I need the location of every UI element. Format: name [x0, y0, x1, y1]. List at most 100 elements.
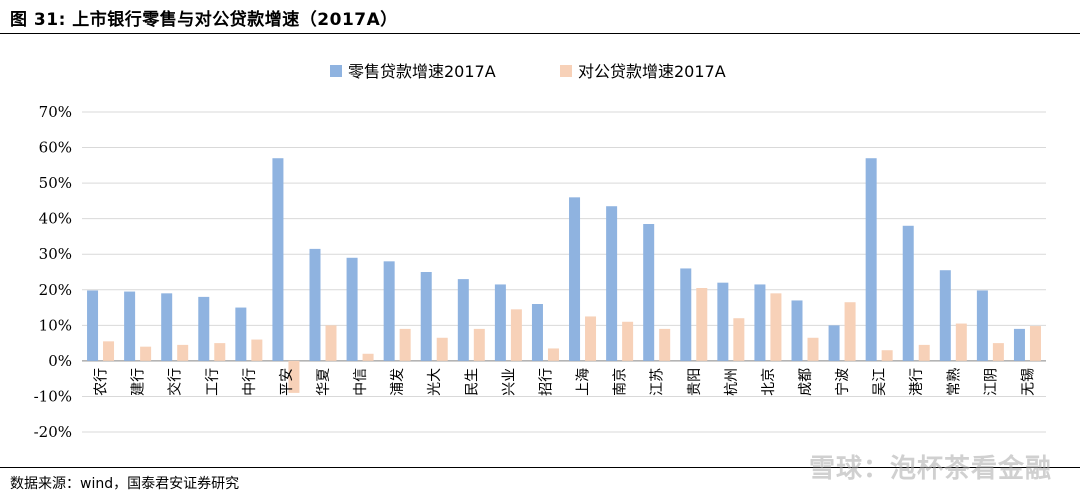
x-tick-label: 光大 — [427, 368, 443, 396]
bar-retail — [87, 290, 99, 361]
x-tick-label: 交行 — [167, 368, 184, 396]
y-tick-label: 40% — [39, 210, 72, 228]
bars — [87, 158, 1041, 393]
x-tick-label: 江阴 — [983, 368, 999, 396]
bar-retail — [606, 206, 618, 361]
x-axis-ticks: 农行 建行 交行 工行 中行 平安 华夏 中信 浦发 光大 民生 兴业 招行 上海 南京 江苏 贵阳 杭州 北京 成都… — [94, 368, 1037, 396]
bar-retail — [272, 158, 284, 361]
x-tick-label: 成都 — [798, 368, 814, 396]
bar-corporate — [992, 343, 1004, 361]
bar-retail — [569, 197, 581, 361]
bar-retail — [346, 257, 358, 361]
bar-retail — [902, 225, 914, 361]
y-tick-label: 60% — [39, 139, 72, 157]
bar-corporate — [844, 302, 856, 361]
bar-corporate — [955, 323, 967, 361]
bar-corporate — [733, 318, 745, 361]
bar-corporate — [103, 341, 115, 361]
x-tick-label: 招行 — [538, 368, 554, 396]
y-tick-label: -10% — [34, 387, 72, 405]
bar-corporate — [547, 348, 559, 361]
x-tick-label: 港行 — [909, 368, 925, 396]
x-tick-label: 贵阳 — [687, 368, 703, 396]
bar-corporate — [622, 321, 634, 361]
y-tick-label: 0% — [48, 352, 72, 370]
x-tick-label: 江苏 — [650, 368, 666, 396]
y-tick-label: -20% — [34, 423, 72, 441]
x-tick-label: 兴业 — [501, 368, 517, 396]
y-tick-label: 20% — [39, 281, 72, 299]
legend-swatch-retail — [330, 65, 342, 77]
gridlines — [82, 111, 1046, 433]
x-tick-label: 吴江 — [872, 368, 888, 396]
bar-retail — [791, 300, 803, 361]
x-tick-label: 建行 — [131, 368, 147, 396]
bar-retail — [494, 284, 506, 361]
x-tick-label: 北京 — [761, 368, 777, 396]
bottom-rule — [0, 467, 1080, 468]
x-tick-label: 南京 — [613, 368, 629, 396]
bar-retail — [198, 296, 210, 361]
bar-corporate — [214, 343, 226, 361]
bar-retail — [643, 224, 655, 361]
bar-retail — [161, 293, 173, 361]
x-tick-label: 中行 — [242, 368, 258, 396]
bar-corporate — [918, 344, 930, 361]
legend-swatch-corporate — [560, 65, 572, 77]
x-tick-label: 上海 — [576, 368, 592, 396]
y-axis-ticks: -20% -10% 0% 10% 20% 30% 40% 50% 60% 70% — [34, 103, 72, 441]
bar-corporate — [585, 316, 597, 361]
bar-corporate — [251, 339, 263, 361]
bar-retail — [976, 290, 988, 361]
bar-corporate — [362, 353, 374, 361]
y-tick-label: 30% — [39, 245, 72, 263]
bar-retail — [1013, 328, 1025, 361]
x-tick-label: 华夏 — [316, 368, 332, 396]
bar-corporate — [177, 344, 189, 361]
y-tick-label: 50% — [39, 174, 72, 192]
bar-corporate — [881, 350, 893, 361]
x-tick-label: 浦发 — [390, 368, 406, 396]
bar-corporate — [325, 325, 337, 361]
bar-corporate — [399, 328, 411, 361]
top-rule — [0, 33, 1080, 34]
bar-corporate — [436, 337, 448, 361]
bar-corporate — [659, 328, 671, 361]
bar-retail — [383, 261, 395, 361]
x-tick-label: 中信 — [353, 368, 369, 396]
bar-corporate — [807, 337, 819, 361]
bar-retail — [865, 158, 877, 361]
bar-corporate — [140, 346, 152, 361]
bar-retail — [457, 279, 469, 361]
bar-corporate — [288, 360, 300, 393]
x-tick-label: 民生 — [464, 368, 480, 396]
bar-retail — [717, 282, 729, 361]
bar-retail — [235, 307, 247, 361]
legend-label-retail: 零售贷款增速2017A — [348, 62, 496, 81]
x-tick-label: 常熟 — [946, 368, 962, 396]
x-tick-label: 杭州 — [724, 368, 740, 396]
bar-retail — [124, 291, 136, 361]
bar-chart: -20% -10% 0% 10% 20% 30% 40% 50% 60% 70% 农行 建行 交行 工行… — [34, 62, 1046, 441]
legend: 零售贷款增速2017A 对公贷款增速2017A — [330, 62, 726, 81]
y-tick-label: 10% — [39, 316, 72, 334]
x-tick-label: 农行 — [94, 368, 110, 396]
bar-retail — [680, 268, 692, 361]
bar-retail — [420, 272, 432, 361]
bar-corporate — [473, 328, 485, 361]
source-note: 数据来源：wind，国泰君安证券研究 — [10, 476, 240, 492]
figure-title: 图 31: 上市银行零售与对公贷款增速（2017A） — [10, 10, 398, 30]
bar-corporate — [770, 293, 782, 361]
legend-label-corporate: 对公贷款增速2017A — [578, 62, 726, 81]
x-tick-label: 无锡 — [1020, 368, 1036, 396]
bar-corporate — [510, 309, 522, 361]
bar-retail — [828, 325, 840, 361]
watermark: 雪球：泡杯茶看金融 — [808, 454, 1052, 484]
bar-corporate — [1029, 326, 1041, 361]
x-tick-label: 工行 — [205, 368, 221, 396]
bar-retail — [531, 304, 543, 361]
x-tick-label: 平安 — [279, 368, 295, 396]
bar-retail — [309, 248, 321, 361]
bar-corporate — [696, 288, 708, 361]
bar-retail — [939, 270, 951, 361]
